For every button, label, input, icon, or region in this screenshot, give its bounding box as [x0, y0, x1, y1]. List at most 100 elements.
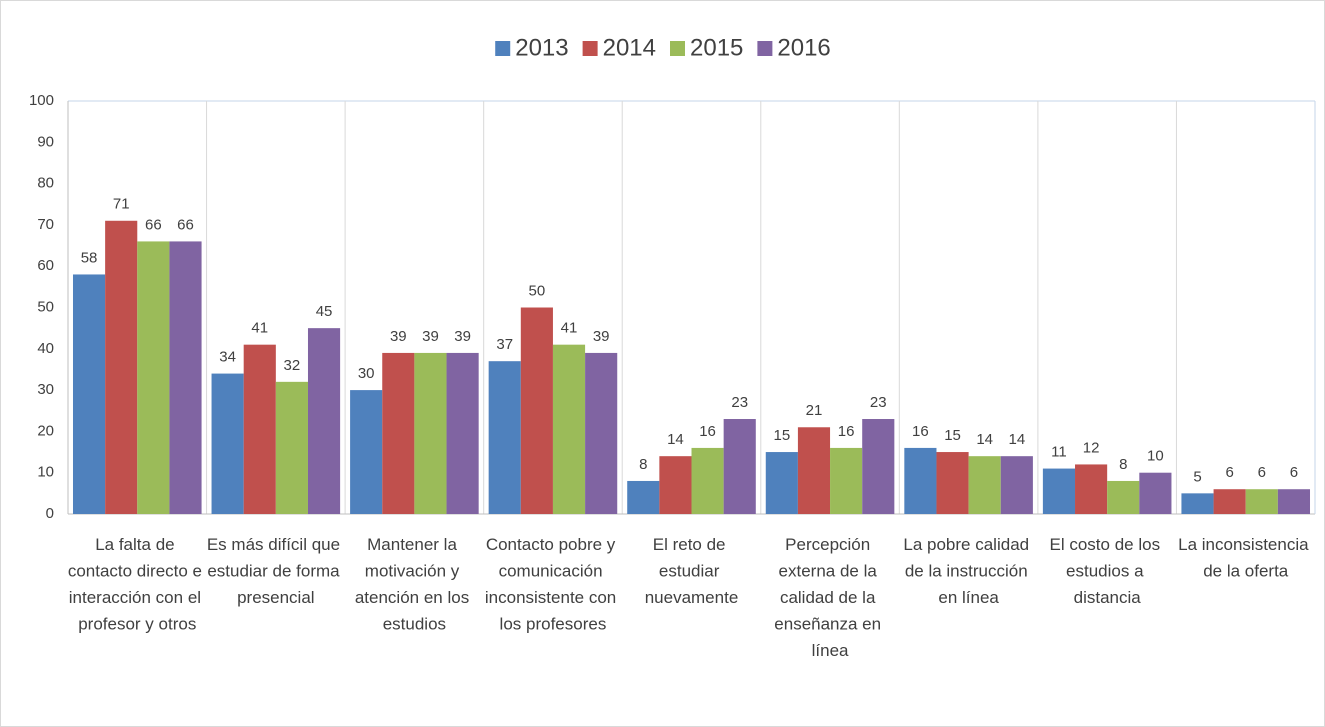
data-label: 8: [639, 456, 647, 473]
bar: [627, 480, 660, 514]
legend-label: 2015: [690, 34, 743, 61]
legend-label: 2016: [777, 34, 830, 61]
data-label: 23: [870, 394, 887, 411]
bar: [1181, 493, 1214, 514]
data-label: 14: [1008, 431, 1025, 448]
bar: [830, 447, 863, 514]
y-tick-label: 30: [37, 381, 54, 398]
bar: [904, 447, 937, 514]
bar: [72, 274, 106, 514]
bar: [446, 352, 479, 514]
legend-label: 2014: [603, 34, 656, 61]
y-tick-label: 80: [37, 175, 54, 192]
bar: [936, 452, 969, 514]
bar: [169, 241, 202, 515]
bar: [862, 419, 895, 514]
data-label: 34: [219, 349, 236, 366]
bar: [105, 220, 138, 514]
data-label: 66: [145, 216, 162, 233]
data-label: 32: [284, 357, 301, 374]
data-label: 39: [454, 328, 471, 345]
bar: [1000, 456, 1033, 514]
data-label: 12: [1083, 439, 1100, 456]
legend-label: 2013: [515, 34, 568, 61]
data-label: 66: [177, 216, 194, 233]
data-label: 30: [358, 365, 375, 382]
bar: [1245, 489, 1278, 514]
bar: [1277, 489, 1311, 514]
y-tick-label: 40: [37, 340, 54, 357]
bar: [968, 456, 1001, 514]
data-label: 15: [944, 427, 961, 444]
data-label: 16: [838, 423, 855, 440]
data-label: 45: [316, 303, 333, 320]
bar: [1075, 464, 1108, 514]
data-label: 10: [1147, 448, 1164, 465]
data-label: 23: [731, 394, 748, 411]
data-label: 14: [667, 431, 684, 448]
data-label: 16: [699, 423, 716, 440]
data-label: 58: [81, 249, 98, 266]
legend-swatch: [757, 41, 773, 56]
x-tick-label: Es más difícil que estudiar de forma pre…: [207, 535, 345, 607]
x-tick-label: El costo de los estudios a distancia: [1050, 535, 1165, 607]
bar: [765, 452, 798, 514]
data-label: 16: [912, 423, 929, 440]
y-tick-label: 50: [37, 298, 54, 315]
bar: [307, 328, 341, 514]
data-label: 6: [1258, 464, 1266, 481]
y-tick-label: 100: [29, 92, 54, 109]
x-tick-label: Contacto pobre y comunicación inconsiste…: [485, 535, 621, 634]
legend-swatch: [670, 41, 685, 56]
y-tick-label: 70: [37, 216, 54, 233]
data-label: 5: [1193, 468, 1201, 485]
bar: [275, 381, 308, 514]
y-tick-label: 60: [37, 257, 54, 274]
bar: [659, 456, 692, 514]
bar: [723, 419, 756, 514]
x-tick-label: Mantener la motivación y atención en los…: [355, 535, 474, 634]
bar: [1042, 468, 1076, 514]
data-label: 21: [806, 402, 823, 419]
data-label: 15: [773, 427, 790, 444]
bar: [414, 352, 447, 514]
data-label: 6: [1290, 464, 1298, 481]
data-label: 41: [251, 320, 268, 337]
bar: [691, 447, 724, 514]
data-label: 11: [1051, 444, 1067, 461]
y-tick-label: 10: [37, 464, 54, 481]
x-tick-label: La inconsistencia de la oferta: [1178, 535, 1313, 581]
bar: [1107, 480, 1140, 514]
bar: [1213, 489, 1246, 514]
legend-swatch: [495, 41, 511, 56]
legend-swatch: [582, 41, 598, 56]
data-label: 39: [390, 328, 407, 345]
data-label: 50: [529, 282, 546, 299]
y-tick-label: 0: [46, 505, 54, 522]
bar: [552, 344, 586, 514]
y-tick-label: 20: [37, 422, 54, 439]
data-label: 14: [976, 431, 993, 448]
bar: [1139, 472, 1172, 514]
data-label: 37: [496, 336, 513, 353]
bar: [243, 344, 276, 514]
data-label: 6: [1225, 464, 1233, 481]
data-label: 39: [422, 328, 439, 345]
data-label: 41: [561, 320, 578, 337]
data-label: 39: [593, 328, 610, 345]
x-tick-label: El reto de estudiar nuevamente: [645, 535, 739, 607]
bar: [382, 352, 415, 514]
x-tick-label: La falta de contacto directo e interacci…: [68, 535, 207, 634]
x-tick-label: La pobre calidad de la instrucción en lí…: [903, 535, 1033, 607]
bar: [137, 241, 170, 515]
bar: [585, 352, 618, 514]
bar: [797, 427, 831, 514]
y-tick-label: 90: [37, 133, 54, 150]
bar: [350, 390, 383, 514]
bar: [488, 361, 521, 514]
x-tick-label: Percepción externa de la calidad de la e…: [774, 535, 886, 660]
data-label: 71: [113, 196, 130, 213]
bar: [520, 307, 553, 514]
